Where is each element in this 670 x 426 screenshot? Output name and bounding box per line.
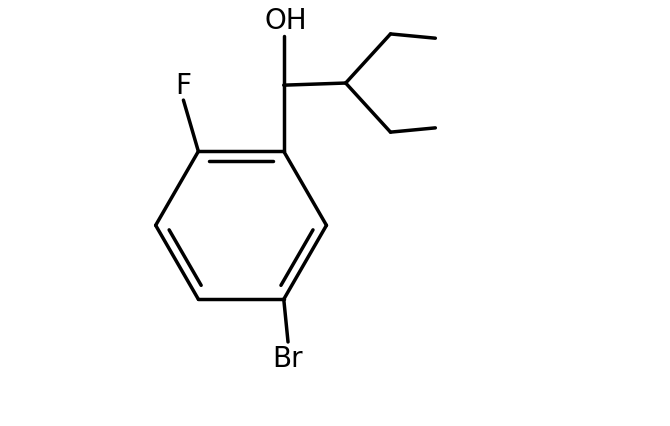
Text: F: F	[176, 72, 192, 100]
Text: OH: OH	[265, 7, 308, 35]
Text: Br: Br	[273, 344, 304, 372]
